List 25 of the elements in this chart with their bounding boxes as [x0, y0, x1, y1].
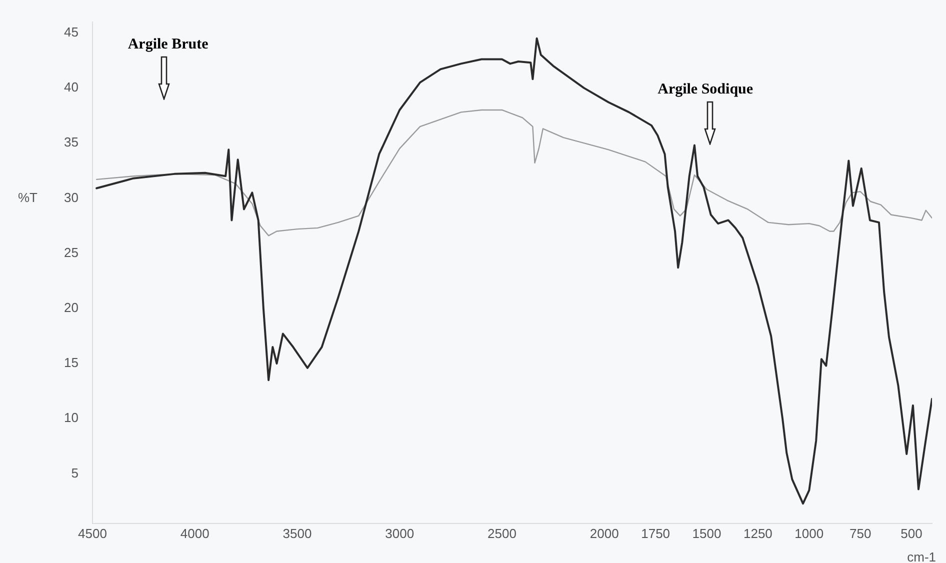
- y-tick-label: 10: [64, 410, 78, 426]
- x-tick-label: 2500: [488, 526, 516, 541]
- x-tick-label: 3000: [385, 526, 414, 541]
- y-tick-label: 45: [64, 24, 78, 40]
- x-tick-label: 1250: [743, 526, 772, 541]
- y-tick-label: 35: [64, 134, 78, 150]
- x-tick-label: 4000: [180, 526, 210, 541]
- y-tick-label: 20: [64, 300, 78, 316]
- y-tick-label: 15: [64, 355, 78, 370]
- y-tick-label: 40: [64, 80, 78, 95]
- x-tick-label: 500: [900, 526, 922, 541]
- x-tick-label: 750: [849, 526, 872, 541]
- annotation: Argile Brute: [128, 36, 209, 52]
- y-axis-title: %T: [18, 190, 38, 205]
- x-tick-label: 1000: [794, 526, 824, 541]
- x-tick-label: 2000: [590, 526, 619, 541]
- x-tick-label: 3500: [282, 526, 312, 541]
- x-tick-label: 4500: [78, 526, 107, 541]
- x-tick-label: 1500: [692, 526, 722, 541]
- y-tick-label: 5: [71, 465, 78, 480]
- y-tick-label: 30: [64, 190, 78, 205]
- x-axis-title: cm-1: [907, 549, 936, 563]
- y-tick-label: 25: [64, 244, 78, 260]
- x-tick-label: 1750: [641, 526, 670, 541]
- annotation: Argile Sodique: [658, 81, 754, 98]
